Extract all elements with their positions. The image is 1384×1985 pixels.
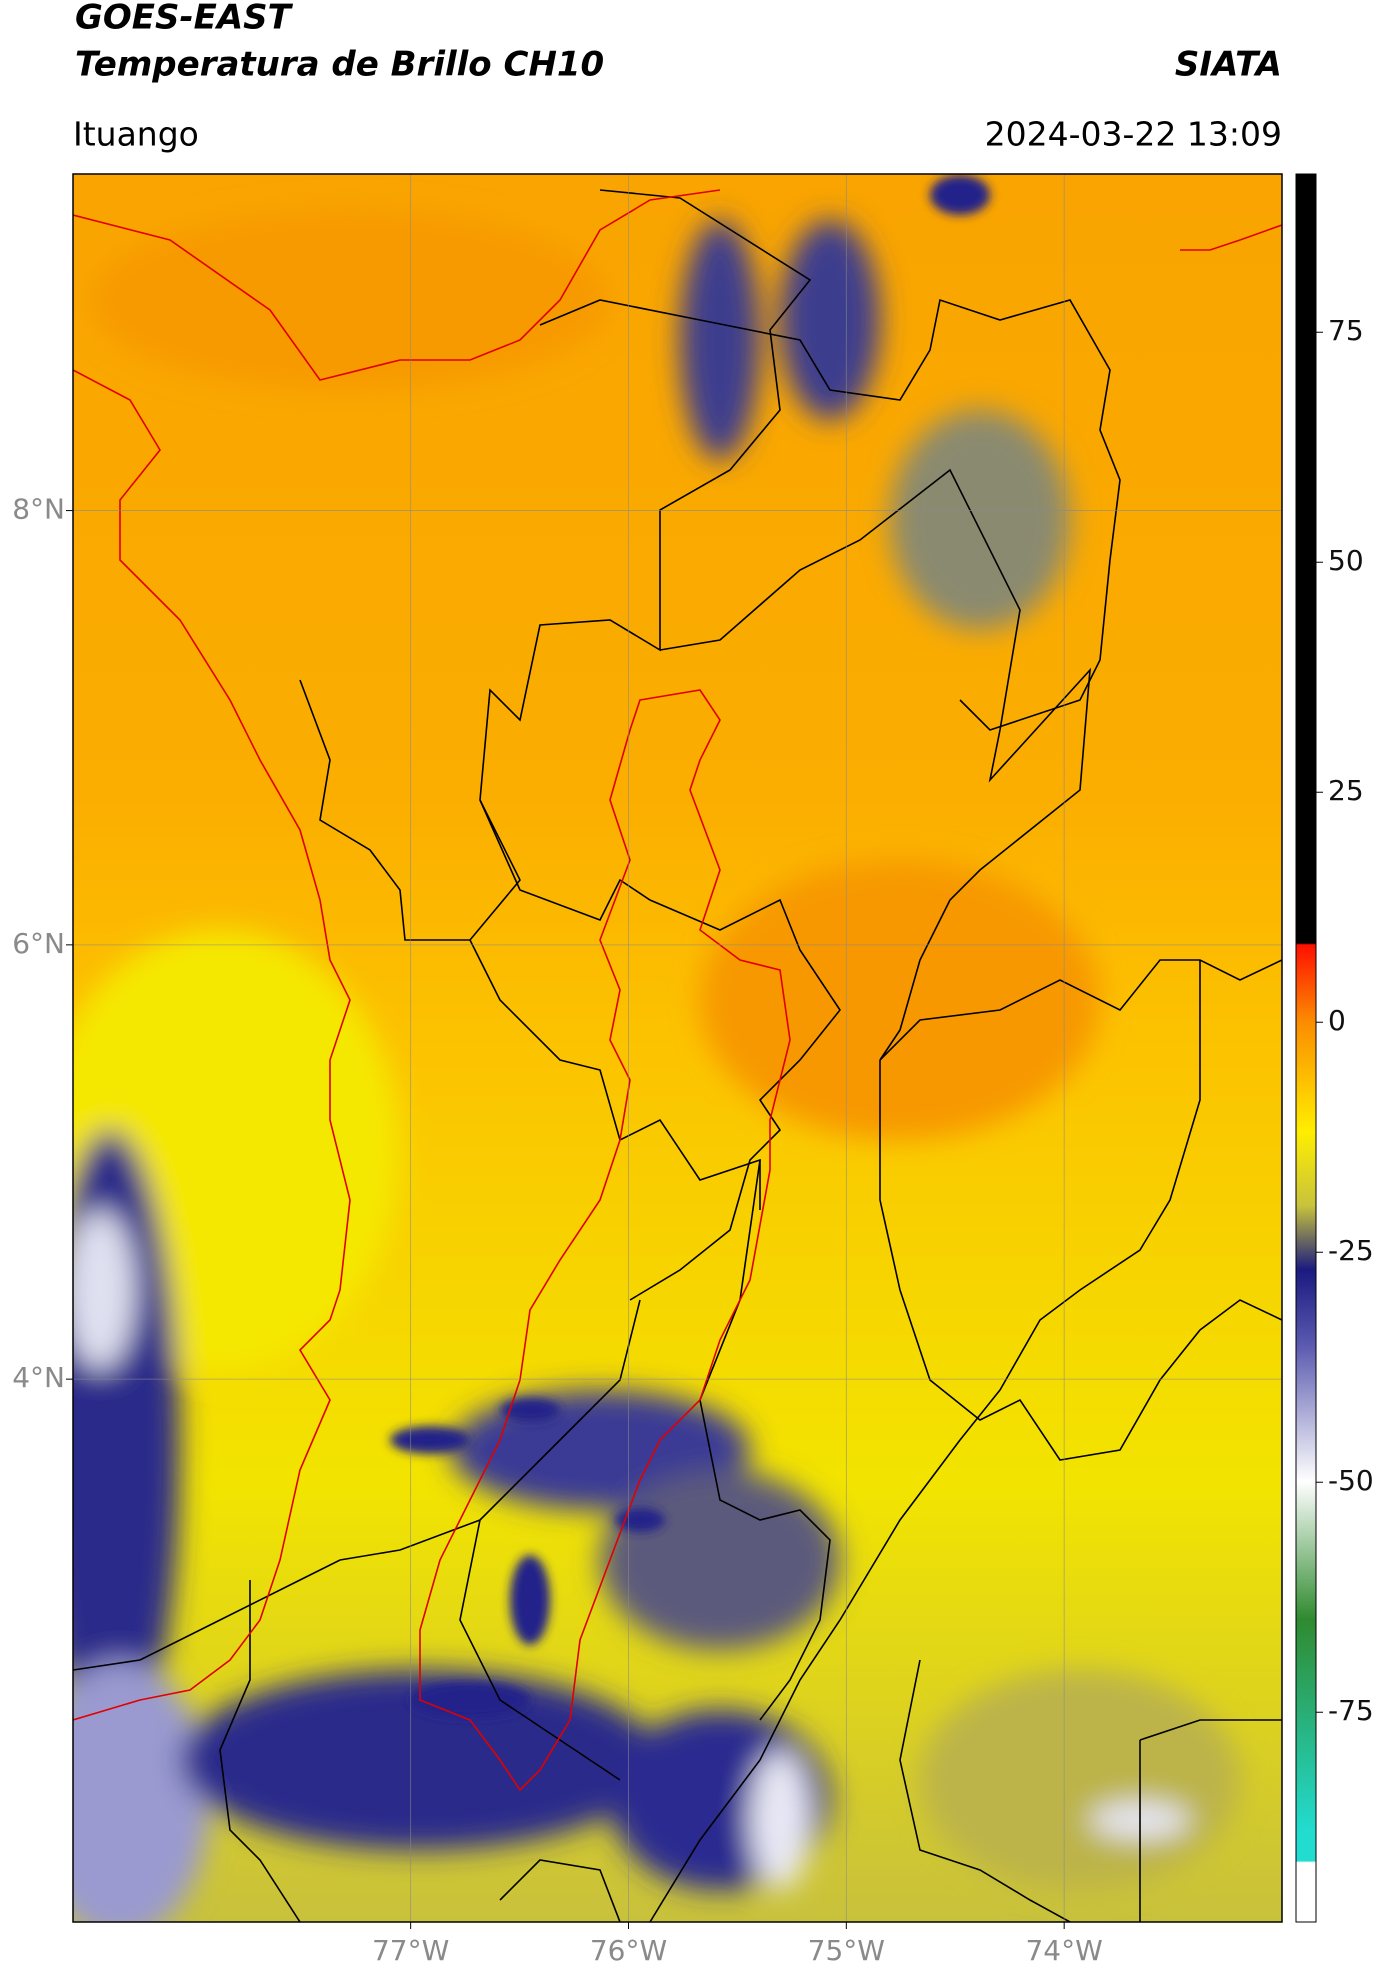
subtitle: Temperatura de Brillo CH10 <box>75 45 604 85</box>
colorbar-label: -50 <box>1328 1464 1374 1497</box>
colorbar-label: -25 <box>1328 1234 1374 1267</box>
colorbar-label: 0 <box>1328 1004 1346 1037</box>
colorbar-label: 75 <box>1328 314 1364 347</box>
lon-label: 76°W <box>590 1934 667 1967</box>
satellite-image <box>73 174 1282 1922</box>
colorbar <box>1295 173 1317 1923</box>
colorbar-label: 50 <box>1328 544 1364 577</box>
lon-label: 74°W <box>1025 1934 1102 1967</box>
lon-label: 77°W <box>372 1934 449 1967</box>
colorbar-label: 25 <box>1328 774 1364 807</box>
lat-label: 6°N <box>12 927 65 960</box>
location: Ituango <box>73 115 199 154</box>
lat-label: 4°N <box>12 1361 65 1394</box>
map-frame <box>72 173 1283 1923</box>
lat-label: 8°N <box>12 493 65 526</box>
colorbar-label: -75 <box>1328 1694 1374 1727</box>
agency: SIATA <box>1175 45 1282 85</box>
datetime: 2024-03-22 13:09 <box>985 115 1282 154</box>
title: GOES-EAST <box>75 0 294 38</box>
lon-label: 75°W <box>808 1934 885 1967</box>
